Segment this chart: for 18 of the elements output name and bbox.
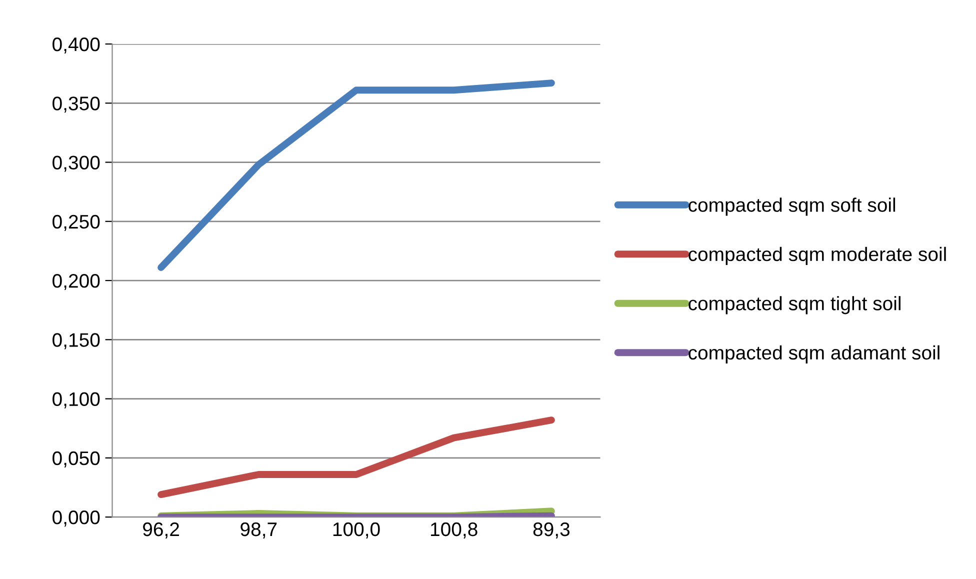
x-tick-label: 100,8: [430, 522, 478, 538]
y-tick-label: 0,400: [52, 37, 100, 54]
x-tick-label: 96,2: [143, 522, 179, 538]
y-tick-label: 0,200: [52, 274, 100, 290]
y-tick-label: 0,150: [52, 333, 100, 350]
y-tick-label: 0,050: [52, 451, 100, 468]
legend-label: compacted sqm adamant soil: [688, 345, 940, 364]
y-tick-label: 0,250: [52, 214, 100, 231]
legend-label: compacted sqm moderate soil: [688, 246, 946, 265]
x-tick-label: 100,0: [333, 522, 380, 538]
y-tick-label: 0,100: [52, 392, 100, 408]
y-tick-label: 0,000: [52, 510, 100, 527]
y-tick-label: 0,300: [52, 156, 100, 172]
x-tick-label: 98,7: [240, 522, 277, 538]
x-tick-label: 89,3: [533, 522, 570, 538]
y-tick-label: 0,350: [52, 96, 100, 113]
legend-label: compacted sqm tight soil: [688, 296, 900, 314]
legend-label: compacted sqm soft soil: [688, 198, 896, 216]
